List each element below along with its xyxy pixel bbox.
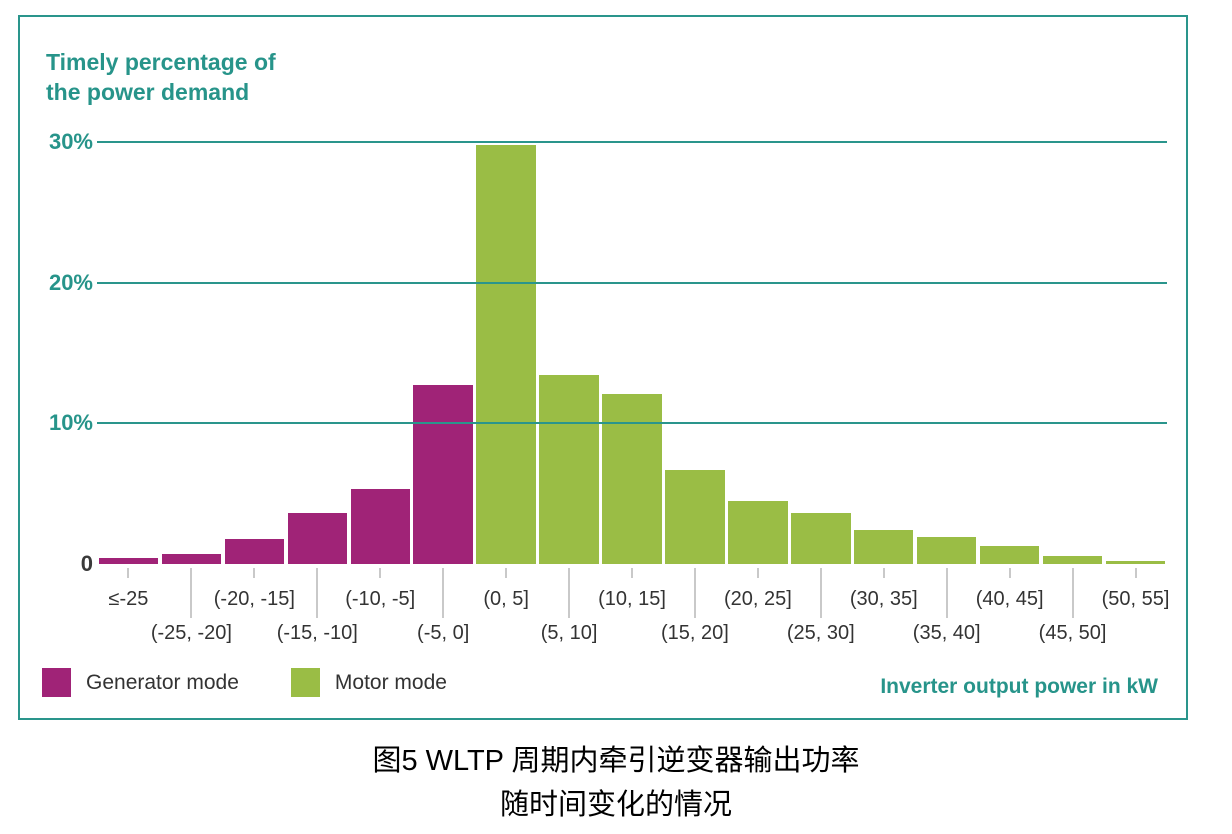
x-tick-(10, 15] — [631, 568, 633, 578]
x-tick-(5, 10] — [568, 568, 571, 618]
x-axis-label-(35, 40]: (35, 40] — [912, 622, 981, 644]
x-axis-label-(-10, -5]: (-10, -5] — [345, 588, 416, 610]
bar-(-10, -5] — [350, 489, 410, 564]
x-tick-(0, 5] — [505, 568, 508, 578]
legend-item-generator: Generator mode — [42, 668, 239, 697]
plot-area: 30% 20% 10% 0 ≤-25 (-25, -20] (-20, -15] (-15, … — [20, 17, 1186, 718]
generator-mode-label: Generator mode — [86, 670, 239, 694]
x-tick-(25, 30] — [819, 568, 822, 618]
x-axis-label-≤-25: ≤-25 — [108, 588, 149, 610]
x-tick-(40, 45] — [1008, 568, 1011, 578]
x-tick-(-20, -15] — [253, 568, 256, 578]
y-axis-label-30pct: 30% — [48, 128, 93, 154]
bar-(-5, 0] — [413, 385, 473, 564]
x-axis-label-(0, 5]: (0, 5] — [483, 588, 529, 610]
x-axis-label-(-5, 0]: (-5, 0] — [417, 622, 470, 644]
gridline-20pct — [97, 281, 1167, 284]
bar-(-20, -15] — [224, 538, 285, 564]
y-axis-label-10pct: 10% — [48, 410, 93, 436]
legend: Generator mode Motor mode — [42, 668, 447, 697]
figure-caption: 图5 WLTP 周期内牵引逆变器输出功率 随时间变化的情况 — [0, 740, 1232, 827]
x-axis-title: Inverter output power in kW — [880, 675, 1158, 698]
y-axis-label-20pct: 20% — [48, 269, 93, 295]
figure-caption-line2: 随时间变化的情况 — [499, 788, 732, 821]
figure-caption-line1: 图5 WLTP 周期内牵引逆变器输出功率 — [372, 745, 860, 777]
bar-(0, 5] — [476, 144, 536, 564]
gridline-30pct — [97, 140, 1167, 143]
x-tick-(35, 40] — [945, 568, 948, 618]
x-tick-≤-25 — [127, 568, 130, 578]
y-axis-label-0: 0 — [80, 551, 93, 576]
chart-title-line1: Timely percentage of — [46, 49, 276, 75]
bar-(5, 10] — [539, 375, 599, 564]
x-tick-(30, 35] — [882, 568, 885, 578]
x-tick-(-25, -20] — [190, 568, 193, 618]
bar-(20, 25] — [728, 500, 788, 564]
bar-(-15, -10] — [287, 513, 347, 564]
x-axis-label-(-25, -20]: (-25, -20] — [150, 622, 232, 644]
chart-title: Timely percentage of the power demand — [46, 47, 276, 108]
x-axis-label-(5, 10]: (5, 10] — [540, 622, 598, 644]
bar-(25, 30] — [791, 513, 851, 564]
motor-mode-swatch — [290, 668, 320, 697]
x-tick-(-15, -10] — [316, 568, 319, 618]
x-axis-label-(45, 50]: (45, 50] — [1038, 622, 1107, 644]
x-axis-label-(15, 20]: (15, 20] — [661, 622, 729, 644]
bar-(35, 40] — [916, 537, 977, 564]
x-tick-(50, 55] — [1134, 568, 1137, 578]
x-axis-label-(-20, -15]: (-20, -15] — [213, 588, 295, 610]
gridline-10pct — [97, 422, 1167, 425]
chart-title-line2: the power demand — [46, 79, 250, 106]
x-axis-label-(-15, -10]: (-15, -10] — [276, 622, 358, 644]
x-axis-label-(20, 25]: (20, 25] — [723, 588, 792, 610]
bar-(-25, -20] — [161, 554, 222, 564]
x-axis-label-(50, 55]: (50, 55] — [1101, 588, 1170, 610]
x-axis-label-(40, 45]: (40, 45] — [975, 588, 1044, 610]
bar-(40, 45] — [979, 545, 1040, 564]
bar-(15, 20] — [665, 469, 725, 564]
bar-(30, 35] — [854, 530, 914, 564]
x-axis-label-(25, 30]: (25, 30] — [786, 622, 855, 644]
legend-item-motor: Motor mode — [290, 668, 447, 697]
x-tick-(45, 50] — [1071, 568, 1074, 618]
motor-mode-label: Motor mode — [334, 670, 447, 694]
bar-≤-25 — [98, 558, 159, 564]
bar-(50, 55] — [1105, 561, 1166, 564]
bar-(10, 15] — [602, 393, 662, 564]
x-tick-(-5, 0] — [442, 568, 445, 618]
x-tick-(15, 20] — [693, 568, 696, 618]
x-axis-label-(10, 15]: (10, 15] — [598, 588, 666, 610]
x-tick-(-10, -5] — [379, 568, 382, 578]
x-tick-(20, 25] — [756, 568, 759, 578]
bar-(45, 50] — [1042, 555, 1103, 564]
chart-panel: Timely percentage of the power demand 30… — [18, 15, 1188, 720]
generator-mode-swatch — [42, 668, 71, 697]
x-axis-label-(30, 35]: (30, 35] — [849, 588, 918, 610]
